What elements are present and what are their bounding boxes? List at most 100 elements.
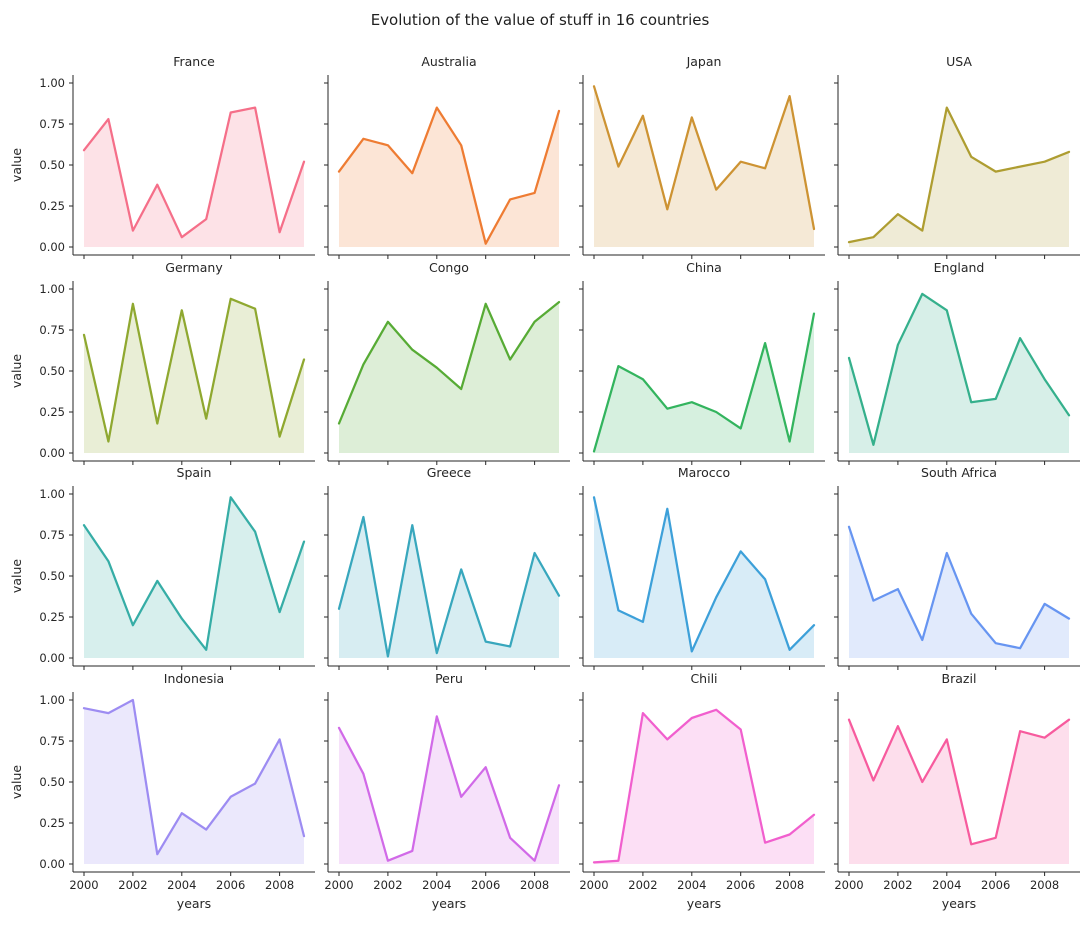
x-tick-label: 2006 [981,878,1010,892]
value-line [592,85,816,231]
x-tick-label: 2004 [677,878,706,892]
area-fill [339,302,559,453]
y-tick-label: 0.50 [39,364,65,378]
x-axis-label: years [432,896,466,911]
subplot-brazil: 2000 2002 2004 2006 2008 years [834,692,1080,911]
x-tick-label: 2002 [373,878,402,892]
x-tick-label: 2002 [118,878,147,892]
area-fill [849,293,1069,453]
value-line [82,496,306,651]
y-axis-label: value [9,765,24,799]
subplot-title-chili: Chili [690,671,718,686]
area-fill [594,497,814,658]
area-fill [849,526,1069,658]
y-axis-label: value [9,148,24,182]
x-axis-label: years [687,896,721,911]
y-tick-label: 0.00 [39,651,65,665]
subplot-title-usa: USA [946,54,972,69]
value-line [337,300,561,425]
area-fill [594,313,814,453]
subplot-title-england: England [933,260,985,275]
subplot-title-south-africa: South Africa [921,465,997,480]
area-fill [84,298,304,453]
subplot-france: 0.00 0.25 0.50 0.75 1.00 value [9,75,315,259]
subplot-title-japan: Japan [686,54,722,69]
value-line [847,718,1071,846]
subplot-peru: 2000 2002 2004 2006 2008 years [324,692,570,911]
x-tick-label: 2004 [422,878,451,892]
y-tick-label: 0.75 [39,528,65,542]
x-tick-label: 2000 [69,878,98,892]
x-tick-label: 2006 [471,878,500,892]
area-fill [339,716,559,864]
y-tick-label: 0.25 [39,610,65,624]
y-tick-label: 0.00 [39,240,65,254]
value-line [847,106,1071,244]
subplot-title-brazil: Brazil [941,671,977,686]
value-line [337,106,561,245]
y-tick-label: 0.25 [39,199,65,213]
value-line [82,297,306,443]
subplot-title-france: France [173,54,215,69]
x-tick-label: 2008 [265,878,294,892]
value-line [337,715,561,862]
y-tick-label: 0.75 [39,117,65,131]
subplot-title-australia: Australia [421,54,477,69]
y-tick-label: 1.00 [39,76,65,90]
x-tick-label: 2000 [834,878,863,892]
area-fill [84,107,304,247]
subplot-title-indonesia: Indonesia [163,671,225,686]
subplot-england [834,281,1080,465]
area-fill [594,709,814,864]
subplot-greece [324,486,570,670]
area-fill [849,107,1069,247]
subplot-marocco [579,486,825,670]
x-tick-label: 2006 [726,878,755,892]
subplot-title-china: China [686,260,722,275]
subplot-congo [324,281,570,465]
x-tick-label: 2008 [1030,878,1059,892]
y-axis-label: value [9,354,24,388]
subplot-title-germany: Germany [165,260,223,275]
y-tick-label: 0.25 [39,405,65,419]
x-tick-label: 2000 [324,878,353,892]
y-tick-label: 1.00 [39,487,65,501]
value-line [592,496,816,653]
value-line [82,106,306,239]
subplot-japan [579,75,825,259]
value-line [847,525,1071,650]
value-line [592,312,816,453]
value-line [847,292,1071,446]
value-line [592,708,816,864]
x-tick-label: 2008 [520,878,549,892]
x-tick-label: 2002 [883,878,912,892]
x-tick-label: 2004 [167,878,196,892]
y-tick-label: 0.50 [39,569,65,583]
y-tick-label: 0.50 [39,775,65,789]
subplot-indonesia: 0.00 0.25 0.50 0.75 1.00 value 2000 2002 2004 200… [9,692,315,911]
y-tick-label: 1.00 [39,693,65,707]
subplot-germany: 0.00 0.25 0.50 0.75 1.00 value [9,281,315,465]
figure-title: Evolution of the value of stuff in 16 co… [370,11,710,29]
y-tick-label: 0.00 [39,446,65,460]
y-tick-label: 0.00 [39,857,65,871]
y-tick-label: 1.00 [39,282,65,296]
x-axis-label: years [177,896,211,911]
y-axis-label: value [9,559,24,593]
x-tick-label: 2000 [579,878,608,892]
subplot-title-congo: Congo [429,260,469,275]
subplot-title-greece: Greece [426,465,472,480]
subplot-usa [834,75,1080,259]
area-fill [339,517,559,658]
area-fill [84,497,304,658]
x-axis-label: years [942,896,976,911]
subplot-title-peru: Peru [435,671,463,686]
x-tick-label: 2004 [932,878,961,892]
value-line [337,515,561,658]
x-tick-label: 2002 [628,878,657,892]
x-tick-label: 2008 [775,878,804,892]
subplot-title-spain: Spain [176,465,212,480]
subplot-australia [324,75,570,259]
subplot-south-africa [834,486,1080,670]
subplot-spain: 0.00 0.25 0.50 0.75 1.00 value [9,486,315,670]
